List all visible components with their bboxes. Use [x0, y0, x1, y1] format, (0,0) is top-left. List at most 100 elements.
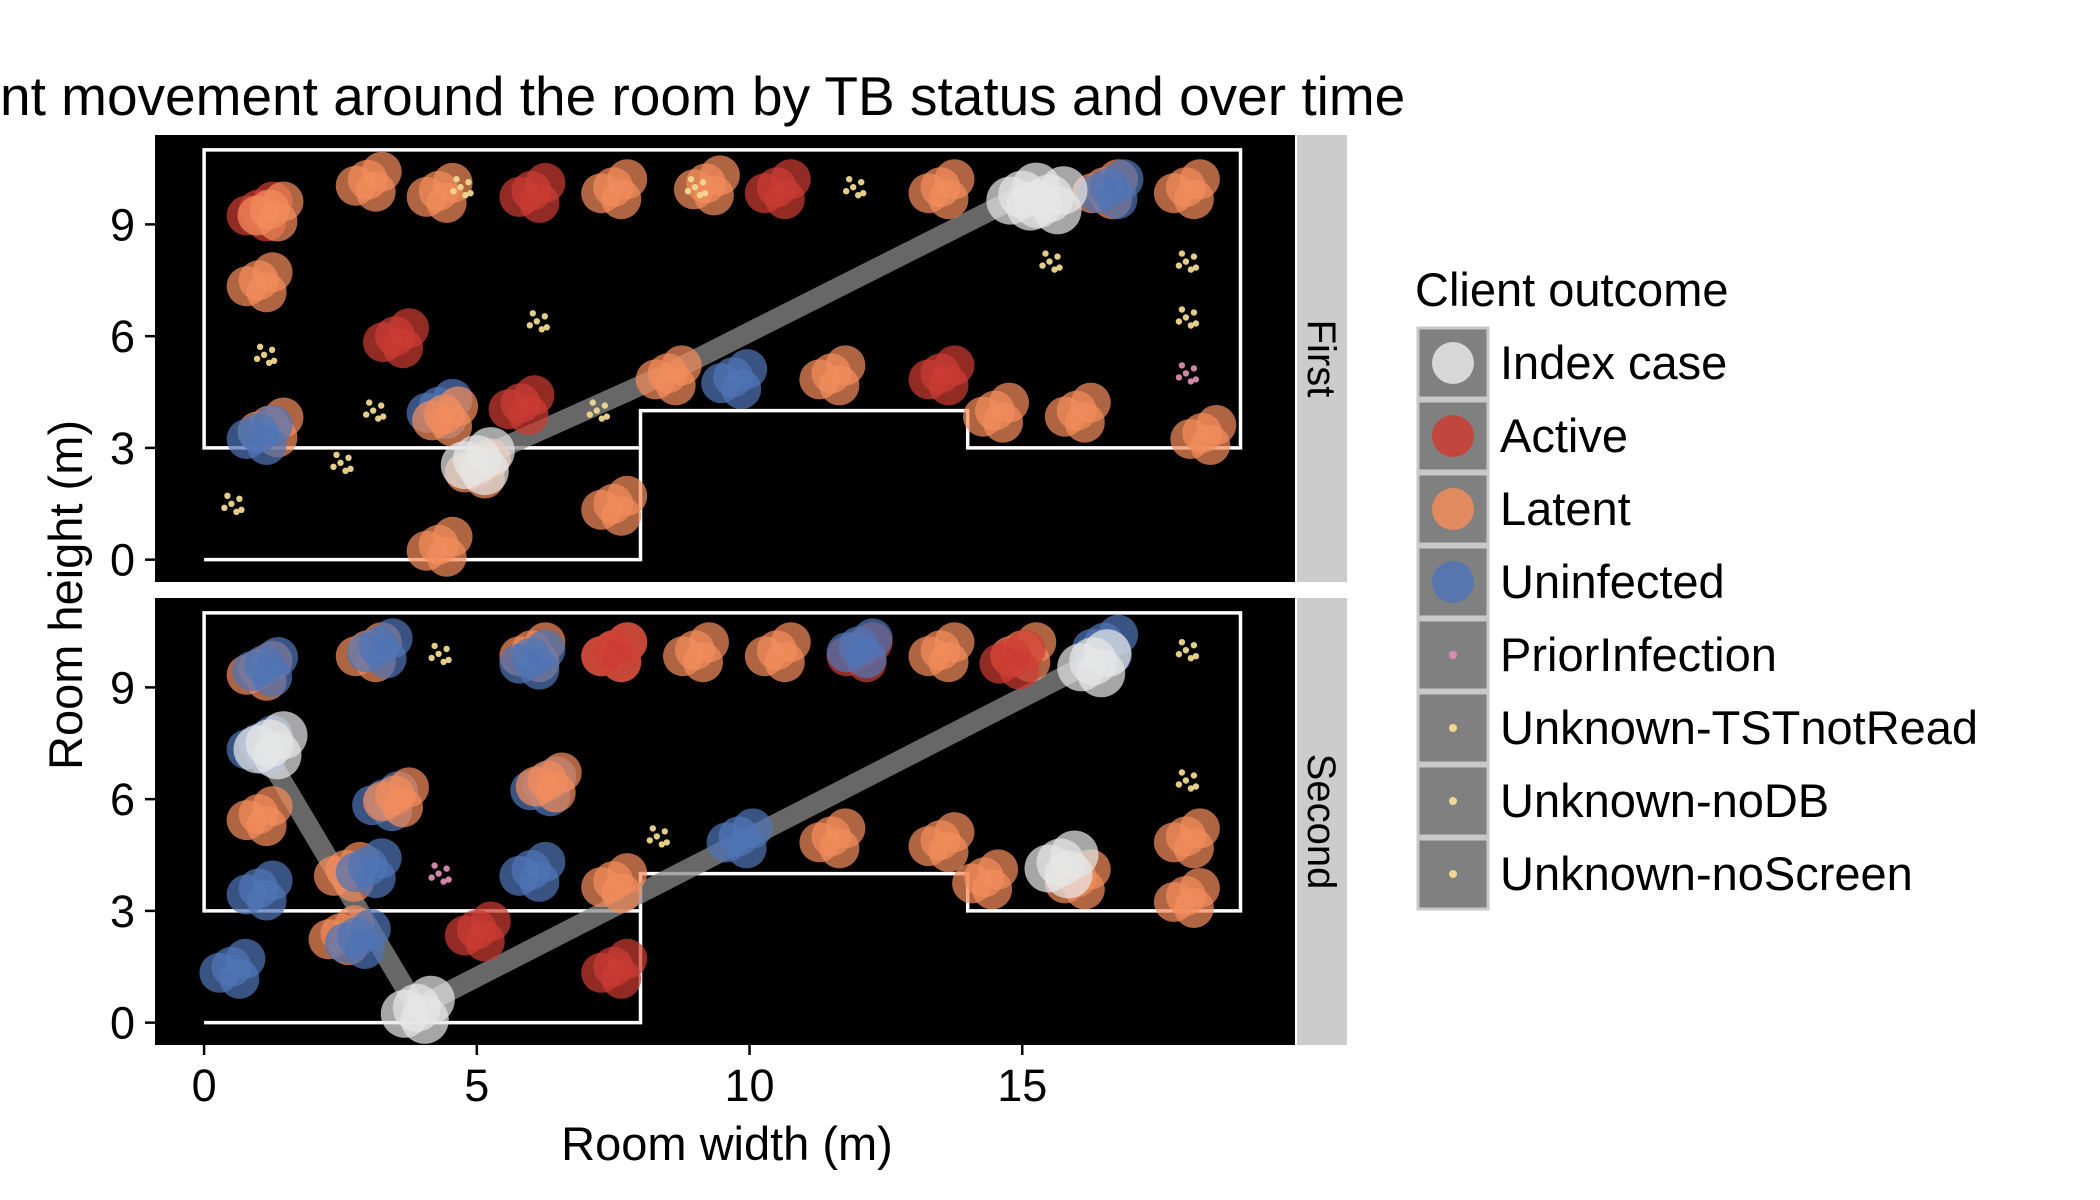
point-unknown-nodb	[428, 654, 435, 662]
point-uninfected	[721, 369, 762, 410]
legend-swatch	[1449, 797, 1457, 805]
point-latent	[1173, 888, 1214, 928]
strip-label: Second	[1299, 754, 1343, 890]
point-unknown-nodb	[440, 658, 447, 666]
point-latent	[1190, 425, 1231, 465]
legend-swatch	[1432, 415, 1474, 457]
x-tick-label: 5	[464, 1060, 489, 1111]
legend-entry-unknown-noscreen: Unknown-noScreen	[1416, 837, 1913, 911]
point-unknown-noscreen	[457, 184, 464, 191]
y-axis-title: Room height (m)	[39, 420, 92, 770]
point-unknown-noscreen	[1190, 772, 1198, 779]
point-unknown-noscreen	[1175, 781, 1183, 788]
point-unknown-tstnotread	[663, 839, 670, 846]
point-uninfected	[246, 880, 287, 921]
point-unknown-noscreen	[1187, 266, 1195, 273]
point-unknown-tstnotread	[260, 351, 268, 358]
point-unknown-tstnotread	[538, 326, 545, 333]
point-unknown-noscreen	[1182, 777, 1190, 784]
strip-label: First	[1299, 320, 1343, 398]
point-latent	[693, 175, 734, 216]
strip-background	[1297, 135, 1347, 582]
point-unknown-tstnotread	[236, 495, 243, 502]
point-uninfected	[344, 929, 385, 969]
point-unknown-tstnotread	[270, 357, 278, 364]
point-unknown-tstnotread	[543, 324, 550, 331]
legend-swatch	[1449, 870, 1457, 878]
point-latent	[819, 365, 860, 406]
point-latent	[246, 806, 287, 847]
point-unknown-noscreen	[684, 188, 692, 195]
point-unknown-nodb	[1056, 264, 1063, 271]
point-latent	[601, 873, 642, 914]
point-priorinfection	[1175, 374, 1183, 381]
point-unknown-noscreen	[1190, 309, 1198, 316]
point-unknown-tstnotread	[221, 504, 228, 511]
point-unknown-tstnotread	[646, 837, 653, 844]
point-active	[928, 365, 969, 406]
legend-swatch	[1432, 561, 1474, 603]
legend-label: Unknown-noScreen	[1500, 847, 1913, 900]
legend-swatch	[1449, 724, 1457, 732]
y-tick-label: 0	[110, 998, 135, 1049]
point-unknown-nodb	[333, 451, 340, 458]
point-unknown-nodb	[445, 656, 452, 664]
point-unknown-noscreen	[1187, 655, 1195, 662]
point-latent	[1064, 402, 1105, 443]
point-unknown-noscreen	[1175, 262, 1183, 269]
point-unknown-nodb	[370, 407, 377, 414]
point-uninfected	[519, 861, 560, 902]
point-unknown-nodb	[1039, 262, 1046, 269]
point-latent	[928, 179, 969, 220]
point-unknown-noscreen	[701, 190, 709, 197]
legend-key	[1416, 472, 1490, 546]
panel-first: First	[155, 135, 1347, 582]
point-unknown-tstnotread	[541, 313, 548, 320]
point-unknown-tstnotread	[533, 318, 540, 325]
point-unknown-noscreen	[603, 413, 610, 420]
point-unknown-noscreen	[465, 179, 472, 186]
point-latent	[601, 179, 642, 220]
point-latent	[355, 171, 396, 212]
y-tick-label: 9	[110, 199, 135, 250]
point-priorinfection	[1178, 362, 1186, 369]
x-tick-label: 10	[725, 1060, 775, 1111]
point-unknown-tstnotread	[268, 346, 276, 353]
point-unknown-nodb	[858, 179, 865, 186]
legend-key	[1416, 837, 1490, 911]
point-uninfected	[519, 649, 560, 690]
point-priorinfection	[1182, 370, 1190, 377]
point-unknown-nodb	[330, 463, 337, 470]
point-latent	[928, 642, 969, 683]
legend-label: PriorInfection	[1500, 628, 1777, 681]
point-latent	[257, 201, 298, 242]
point-latent	[535, 772, 576, 813]
point-active	[601, 958, 642, 999]
legend-key	[1416, 691, 1490, 765]
point-unknown-noscreen	[691, 184, 699, 191]
point-active	[383, 328, 423, 369]
point-unknown-nodb	[375, 415, 382, 422]
point-unknown-nodb	[1042, 250, 1049, 257]
point-unknown-noscreen	[593, 407, 600, 414]
point-active	[601, 642, 642, 683]
point-unknown-noscreen	[1187, 785, 1195, 792]
point-unknown-nodb	[345, 454, 352, 461]
point-active	[464, 921, 505, 962]
legend-label: Unknown-noDB	[1500, 774, 1829, 827]
point-unknown-noscreen	[1182, 258, 1190, 265]
point-unknown-noscreen	[1192, 320, 1200, 327]
point-unknown-noscreen	[1190, 253, 1198, 260]
legend-entries: Index case Active Latent Uninfected PriorInf…	[1416, 326, 1978, 911]
point-uninfected	[252, 657, 293, 697]
point-unknown-nodb	[337, 459, 344, 466]
point-active	[999, 649, 1040, 690]
legend-swatch	[1432, 488, 1474, 530]
point-unknown-noscreen	[1178, 639, 1186, 646]
legend-title: Client outcome	[1415, 263, 1729, 316]
point-index-case	[1044, 850, 1093, 899]
point-latent	[426, 182, 467, 223]
legend-entry-unknown-nodb: Unknown-noDB	[1416, 764, 1829, 838]
legend-entry-latent: Latent	[1416, 472, 1631, 546]
